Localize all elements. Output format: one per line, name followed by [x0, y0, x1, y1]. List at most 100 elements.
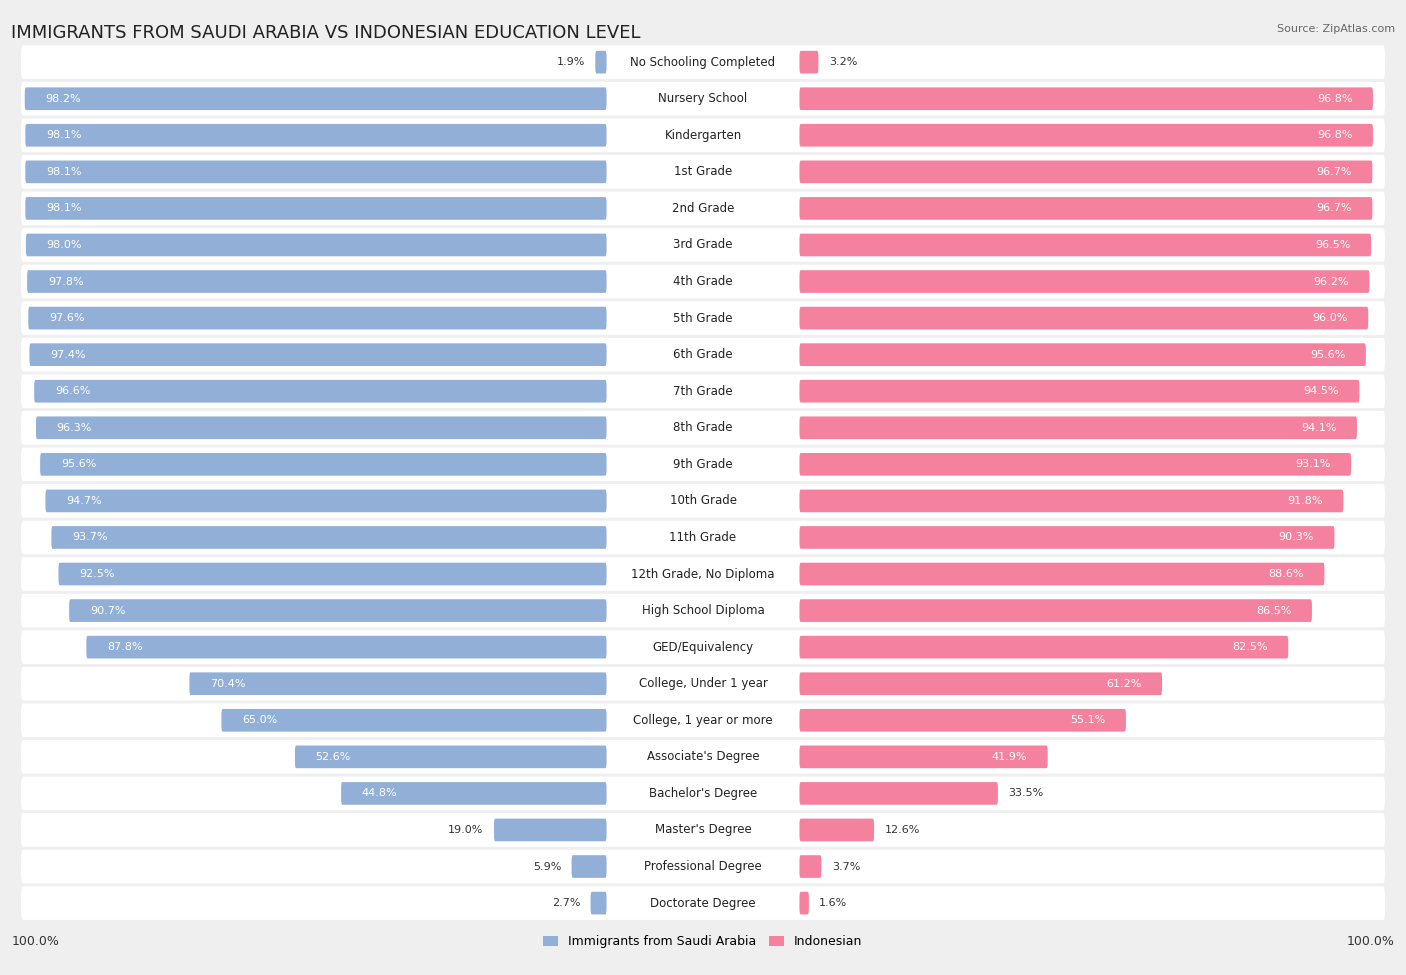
Text: No Schooling Completed: No Schooling Completed	[630, 56, 776, 68]
Text: 7th Grade: 7th Grade	[673, 385, 733, 398]
Text: 94.1%: 94.1%	[1301, 423, 1336, 433]
Text: 96.7%: 96.7%	[1316, 167, 1351, 176]
FancyBboxPatch shape	[800, 307, 1368, 330]
FancyBboxPatch shape	[572, 855, 606, 878]
FancyBboxPatch shape	[21, 118, 1385, 152]
FancyBboxPatch shape	[591, 892, 606, 915]
FancyBboxPatch shape	[21, 484, 1385, 518]
Text: 98.1%: 98.1%	[46, 204, 82, 214]
Text: Source: ZipAtlas.com: Source: ZipAtlas.com	[1277, 24, 1395, 34]
FancyBboxPatch shape	[21, 740, 1385, 773]
FancyBboxPatch shape	[595, 51, 606, 73]
FancyBboxPatch shape	[21, 264, 1385, 298]
FancyBboxPatch shape	[69, 600, 606, 622]
Text: 8th Grade: 8th Grade	[673, 421, 733, 434]
Text: 5th Grade: 5th Grade	[673, 312, 733, 325]
Text: 41.9%: 41.9%	[991, 752, 1026, 761]
Text: 1.6%: 1.6%	[820, 898, 848, 908]
FancyBboxPatch shape	[28, 307, 606, 330]
FancyBboxPatch shape	[800, 636, 1288, 658]
Text: 1.9%: 1.9%	[557, 58, 585, 67]
Text: 65.0%: 65.0%	[242, 716, 277, 725]
Text: 10th Grade: 10th Grade	[669, 494, 737, 507]
Text: 96.6%: 96.6%	[55, 386, 90, 396]
FancyBboxPatch shape	[800, 709, 1126, 731]
Text: 90.7%: 90.7%	[90, 605, 125, 615]
Text: GED/Equivalency: GED/Equivalency	[652, 641, 754, 653]
Text: High School Diploma: High School Diploma	[641, 604, 765, 617]
FancyBboxPatch shape	[25, 234, 606, 256]
Text: 3rd Grade: 3rd Grade	[673, 239, 733, 252]
Text: 96.7%: 96.7%	[1316, 204, 1351, 214]
FancyBboxPatch shape	[37, 416, 606, 439]
Text: 93.1%: 93.1%	[1295, 459, 1330, 469]
Text: 100.0%: 100.0%	[11, 935, 59, 948]
FancyBboxPatch shape	[25, 88, 606, 110]
Text: 3.2%: 3.2%	[828, 58, 858, 67]
FancyBboxPatch shape	[21, 849, 1385, 883]
FancyBboxPatch shape	[21, 557, 1385, 591]
Text: 96.8%: 96.8%	[1317, 131, 1353, 140]
Text: 44.8%: 44.8%	[361, 789, 398, 799]
FancyBboxPatch shape	[86, 636, 606, 658]
FancyBboxPatch shape	[21, 630, 1385, 664]
FancyBboxPatch shape	[25, 124, 606, 146]
Text: 90.3%: 90.3%	[1278, 532, 1313, 542]
Text: 98.1%: 98.1%	[46, 167, 82, 176]
Text: 3.7%: 3.7%	[832, 862, 860, 872]
Text: Doctorate Degree: Doctorate Degree	[650, 897, 756, 910]
FancyBboxPatch shape	[21, 521, 1385, 554]
Text: 94.7%: 94.7%	[66, 496, 101, 506]
FancyBboxPatch shape	[800, 161, 1372, 183]
FancyBboxPatch shape	[221, 709, 606, 731]
Text: 96.5%: 96.5%	[1315, 240, 1351, 250]
Text: 70.4%: 70.4%	[209, 679, 246, 688]
FancyBboxPatch shape	[21, 82, 1385, 115]
Text: 86.5%: 86.5%	[1256, 605, 1291, 615]
FancyBboxPatch shape	[800, 197, 1372, 219]
Text: 6th Grade: 6th Grade	[673, 348, 733, 361]
Text: 52.6%: 52.6%	[315, 752, 352, 761]
FancyBboxPatch shape	[34, 380, 606, 403]
FancyBboxPatch shape	[800, 416, 1357, 439]
Text: 2.7%: 2.7%	[551, 898, 581, 908]
Text: Associate's Degree: Associate's Degree	[647, 751, 759, 763]
FancyBboxPatch shape	[45, 489, 606, 512]
Text: 12.6%: 12.6%	[884, 825, 920, 835]
FancyBboxPatch shape	[27, 270, 606, 292]
FancyBboxPatch shape	[800, 270, 1369, 292]
Text: 96.0%: 96.0%	[1312, 313, 1347, 323]
FancyBboxPatch shape	[21, 228, 1385, 261]
FancyBboxPatch shape	[800, 343, 1365, 366]
FancyBboxPatch shape	[21, 337, 1385, 371]
Text: Professional Degree: Professional Degree	[644, 860, 762, 873]
Text: 97.6%: 97.6%	[49, 313, 84, 323]
Text: 96.3%: 96.3%	[56, 423, 91, 433]
FancyBboxPatch shape	[800, 124, 1374, 146]
FancyBboxPatch shape	[21, 448, 1385, 481]
Text: 100.0%: 100.0%	[1347, 935, 1395, 948]
Text: 1st Grade: 1st Grade	[673, 166, 733, 178]
Text: 55.1%: 55.1%	[1070, 716, 1105, 725]
FancyBboxPatch shape	[800, 453, 1351, 476]
Text: 96.2%: 96.2%	[1313, 277, 1348, 287]
Text: 33.5%: 33.5%	[1008, 789, 1043, 799]
FancyBboxPatch shape	[21, 155, 1385, 188]
Text: 93.7%: 93.7%	[72, 532, 107, 542]
Text: 98.0%: 98.0%	[46, 240, 82, 250]
FancyBboxPatch shape	[21, 374, 1385, 408]
Text: IMMIGRANTS FROM SAUDI ARABIA VS INDONESIAN EDUCATION LEVEL: IMMIGRANTS FROM SAUDI ARABIA VS INDONESI…	[11, 24, 641, 42]
Text: Bachelor's Degree: Bachelor's Degree	[650, 787, 756, 800]
FancyBboxPatch shape	[21, 667, 1385, 700]
Text: 5.9%: 5.9%	[533, 862, 561, 872]
Text: 95.6%: 95.6%	[1310, 350, 1346, 360]
Text: 92.5%: 92.5%	[79, 569, 115, 579]
FancyBboxPatch shape	[800, 892, 808, 915]
Text: 19.0%: 19.0%	[449, 825, 484, 835]
Text: 98.1%: 98.1%	[46, 131, 82, 140]
FancyBboxPatch shape	[800, 746, 1047, 768]
Text: 88.6%: 88.6%	[1268, 569, 1303, 579]
Text: 97.4%: 97.4%	[51, 350, 86, 360]
FancyBboxPatch shape	[41, 453, 606, 476]
FancyBboxPatch shape	[21, 191, 1385, 225]
